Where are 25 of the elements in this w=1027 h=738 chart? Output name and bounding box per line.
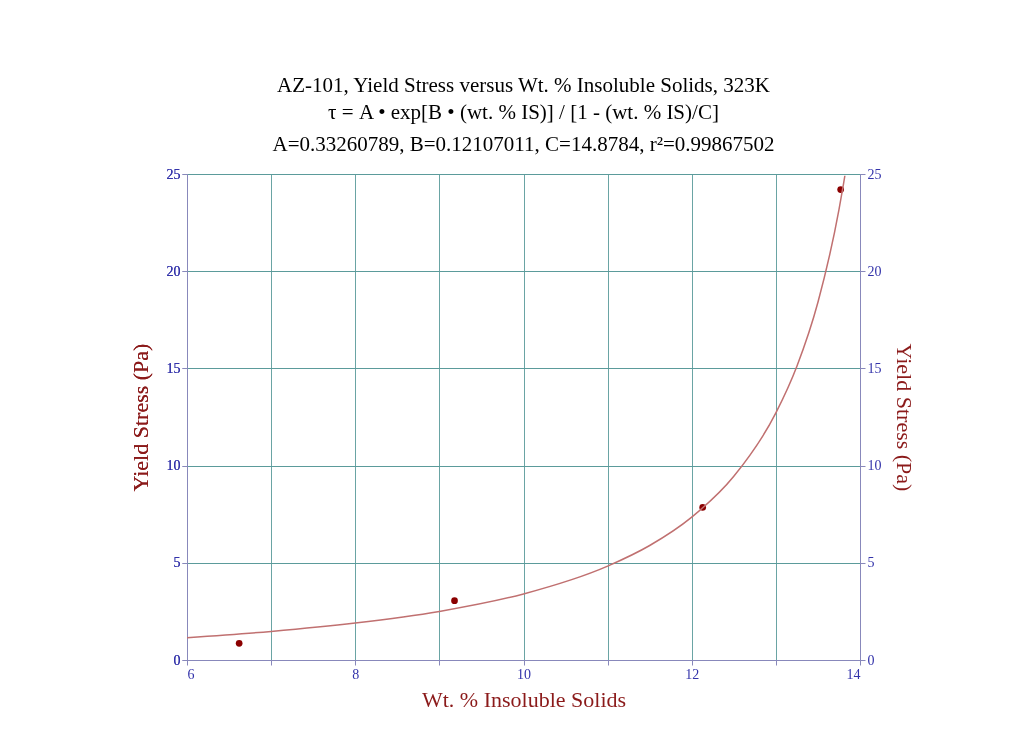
y-tick-label: 20 [166,263,181,279]
y-tick-label: 5 [173,555,181,571]
x-tick-label: 8 [352,666,360,682]
y-tick-label: 0 [173,652,181,668]
y2-tick-label: 20 [867,263,882,279]
x-axis-title: Wt. % Insoluble Solids [421,686,627,712]
x-tick-label: 6 [187,666,195,682]
point [451,597,458,605]
x-tick-label: 10 [517,666,531,682]
x-tick-label: 12 [685,666,700,682]
y2-tick-label: 15 [867,360,882,376]
y2-tick-label: 5 [867,555,875,571]
y-tick-label: 10 [166,458,181,474]
y2-tick-label: 25 [867,166,882,182]
y-tick-label: 15 [166,360,181,376]
chart-subtitle: τ = A • exp[B • (wt. % IS)] / [1 - (wt. % IS)/C] A=0.33260789, B=0.12107011, C=14.8784, r²=0.99867502 [272,100,775,156]
y-axis-title: Yield Stress (Pa) [127,343,153,492]
point [235,639,243,647]
x-tick-label: 14 [846,666,861,682]
y2-tick-label: 0 [867,652,875,668]
chart-title: AZ-101, Yield Stress versus Wt. % Insoluble Solids, 323K [277,73,770,97]
y2-tick-label: 10 [867,458,882,474]
line-series [186,175,846,639]
y-tick-label: 25 [166,166,181,182]
y2-axis-title: Yield Stress (Pa) [891,343,917,492]
